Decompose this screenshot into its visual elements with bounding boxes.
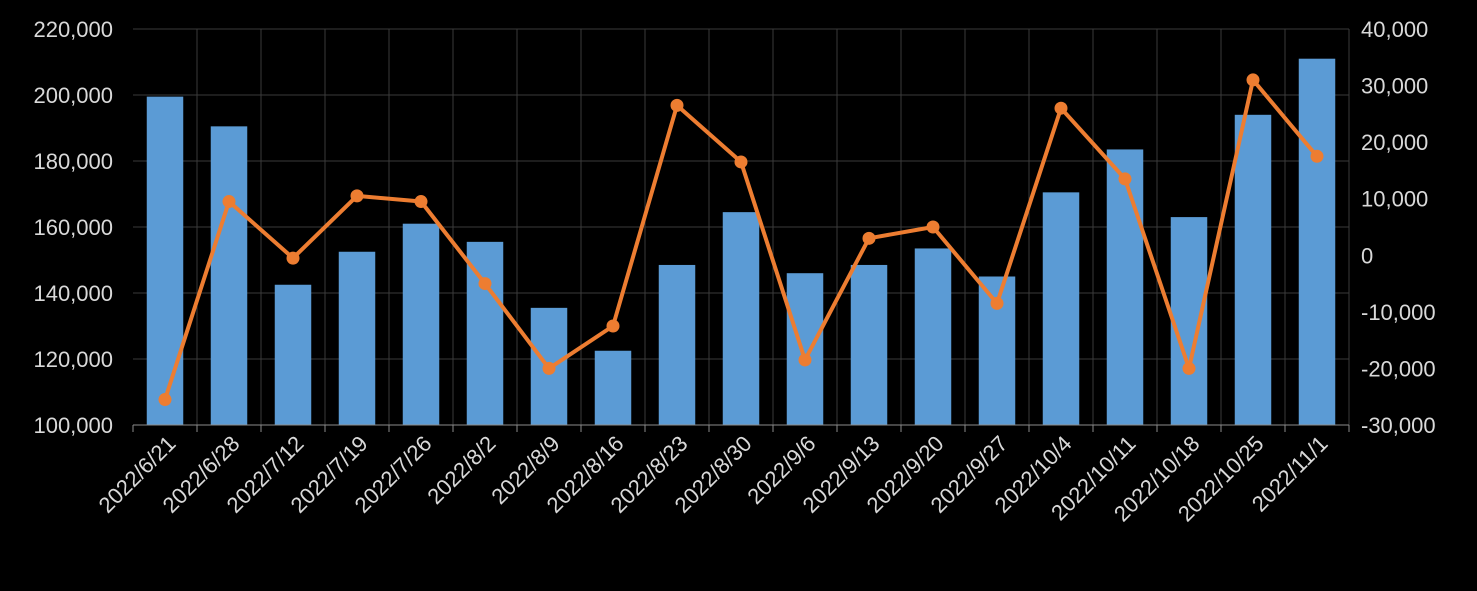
bar (1234, 114, 1272, 426)
bar (274, 284, 312, 425)
bar (786, 273, 824, 425)
y-right-tick-label: 40,000 (1361, 17, 1428, 42)
bar (1106, 149, 1144, 425)
line-point (798, 353, 812, 367)
bar-series (146, 58, 1336, 426)
x-tick-label: 2022/8/2 (422, 431, 500, 509)
line-point (1054, 101, 1068, 115)
y-right-tick-label: -10,000 (1361, 300, 1436, 325)
bar (722, 212, 760, 425)
line-point (350, 189, 364, 203)
y-left-tick-label: 180,000 (33, 149, 113, 174)
line-point (1182, 361, 1196, 375)
line-point (1310, 149, 1324, 163)
line-point (734, 155, 748, 169)
line-point (670, 98, 684, 112)
y-right-tick-label: -30,000 (1361, 413, 1436, 438)
line-point (990, 296, 1004, 310)
y-right-tick-label: 30,000 (1361, 74, 1428, 99)
y-right-tick-label: 20,000 (1361, 130, 1428, 155)
axes (132, 424, 1350, 432)
bar (1042, 192, 1080, 425)
y-right-tick-label: 0 (1361, 243, 1373, 268)
y-right-tick-label: 10,000 (1361, 187, 1428, 212)
y-left-tick-label: 200,000 (33, 83, 113, 108)
line-point (1118, 172, 1132, 186)
bar (210, 126, 248, 425)
line-point (478, 277, 492, 291)
bar (1298, 58, 1336, 425)
y-left-tick-label: 140,000 (33, 281, 113, 306)
y-right-tick-label: -20,000 (1361, 356, 1436, 381)
line-point (1246, 73, 1260, 87)
line-point (606, 319, 620, 333)
bar (850, 264, 888, 425)
bar (338, 251, 376, 425)
y-left-tick-label: 160,000 (33, 215, 113, 240)
grid (133, 28, 1350, 425)
bar (658, 264, 696, 425)
bar (914, 248, 952, 425)
line-point (862, 231, 876, 245)
line-point (286, 251, 300, 265)
line-point (542, 361, 556, 375)
y-left-tick-label: 220,000 (33, 17, 113, 42)
y-left-tick-label: 120,000 (33, 347, 113, 372)
bar (146, 96, 184, 426)
line-point (158, 393, 172, 407)
bar (1170, 217, 1208, 425)
bar (594, 350, 632, 425)
y-left-tick-label: 100,000 (33, 413, 113, 438)
line-point (222, 195, 236, 209)
bar (402, 223, 440, 425)
line-series (158, 73, 1324, 407)
line-point (414, 195, 428, 209)
line-point (926, 220, 940, 234)
bar (466, 241, 504, 425)
